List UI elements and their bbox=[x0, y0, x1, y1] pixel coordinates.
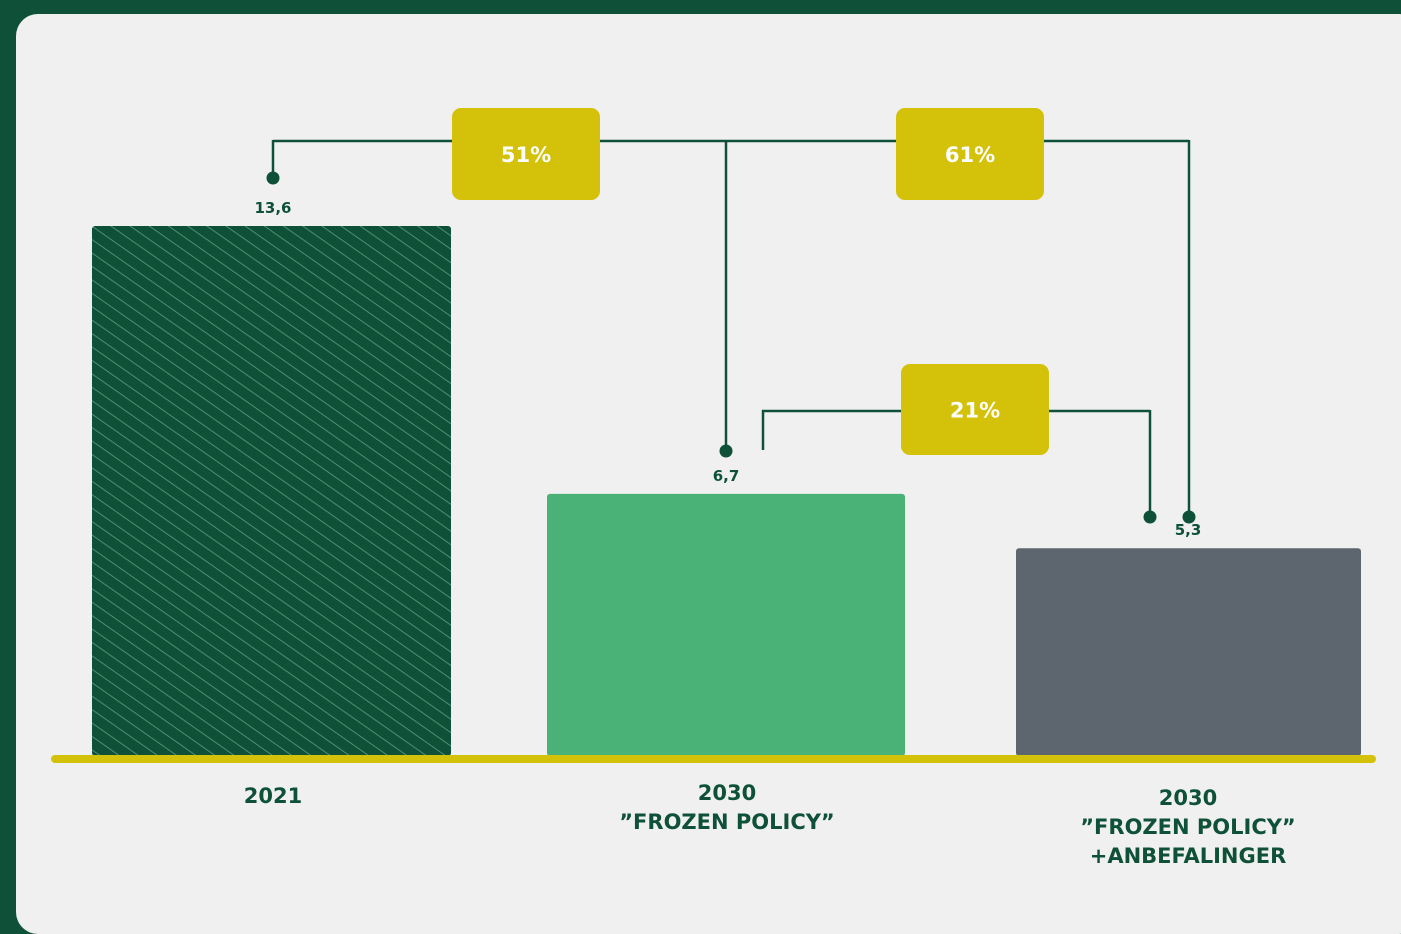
connectors: 51% 61% 21% bbox=[266, 108, 1196, 524]
bar-2021 bbox=[92, 226, 451, 756]
connector-dot bbox=[266, 171, 280, 185]
reduction-badge-label: 61% bbox=[945, 143, 995, 167]
bars bbox=[51, 226, 1376, 763]
category-label: 2021 bbox=[244, 784, 302, 808]
category-label: ”FROZEN POLICY” bbox=[619, 810, 835, 834]
value-label: 5,3 bbox=[1175, 521, 1202, 539]
connector-dot bbox=[1182, 510, 1196, 524]
reduction-bar-chart: 51% 61% 21% 13,6 6,7 5,3 2021 2030 ”FROZEN POLI… bbox=[51, 108, 1376, 868]
category-label: 2030 bbox=[1159, 786, 1217, 810]
reduction-badge bbox=[452, 108, 600, 200]
category-label: ”FROZEN POLICY” bbox=[1080, 815, 1296, 839]
category-label: 2030 bbox=[698, 781, 756, 805]
bar-2030-frozen-policy bbox=[547, 493, 905, 756]
value-label: 6,7 bbox=[713, 467, 740, 485]
reduction-badge-label: 21% bbox=[950, 399, 1000, 423]
connector-dot bbox=[1143, 510, 1157, 524]
value-label: 13,6 bbox=[254, 199, 291, 217]
reduction-badge bbox=[901, 364, 1049, 455]
category-label: +ANBEFALINGER bbox=[1090, 844, 1287, 868]
reduction-badge-label: 51% bbox=[501, 143, 551, 167]
reduction-badge bbox=[896, 108, 1044, 200]
labels: 13,6 6,7 5,3 2021 2030 ”FROZEN POLICY” 2030 ”FR… bbox=[244, 199, 1296, 868]
bar-2030-recommendations bbox=[1016, 548, 1361, 756]
connector-dot bbox=[719, 444, 733, 458]
